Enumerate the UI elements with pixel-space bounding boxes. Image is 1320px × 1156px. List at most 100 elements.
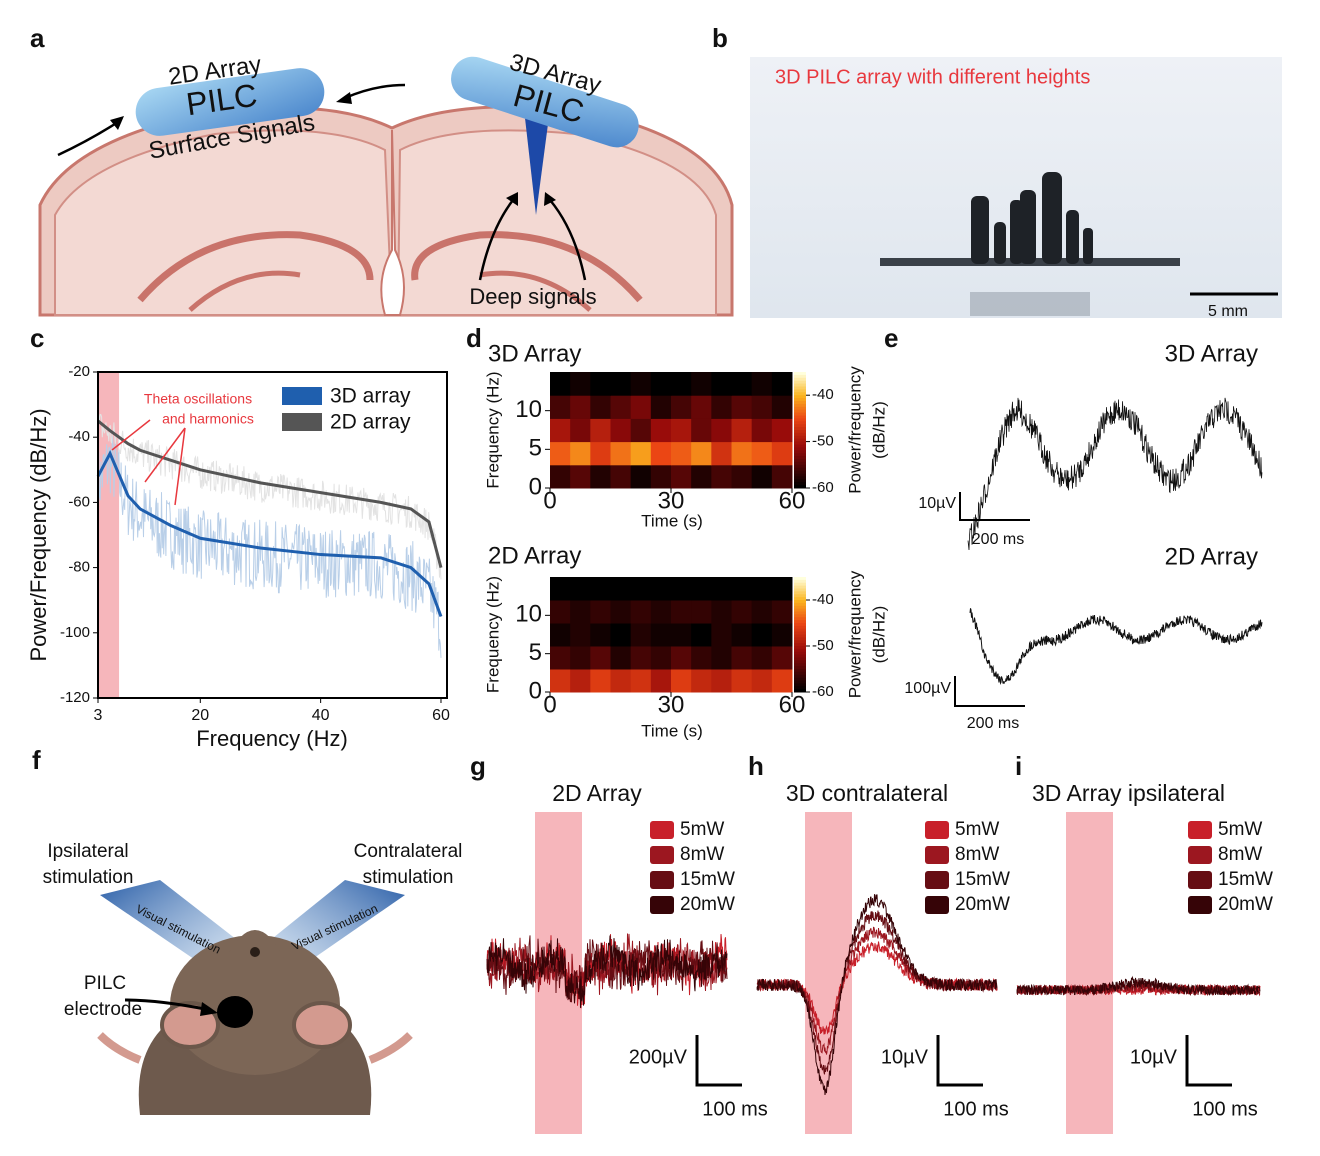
colorbar-step bbox=[794, 444, 806, 448]
heatmap-cell bbox=[650, 372, 672, 396]
colorbar-step bbox=[794, 398, 806, 402]
colorbar-step bbox=[794, 608, 806, 612]
scale-label: 100µV bbox=[904, 680, 951, 697]
heatmap-cell bbox=[610, 600, 632, 624]
y-tick-label: 10 bbox=[515, 601, 542, 628]
panel-label: d bbox=[466, 323, 482, 353]
colorbar-step bbox=[794, 594, 806, 598]
heatmap-cell bbox=[711, 441, 732, 466]
heatmap-cell bbox=[711, 646, 732, 670]
legend-swatch bbox=[282, 387, 322, 405]
plot-frame bbox=[97, 371, 448, 699]
scale-label: 100 ms bbox=[702, 1098, 768, 1120]
colorbar-step bbox=[794, 611, 806, 615]
legend-label: 5mW bbox=[1218, 819, 1262, 840]
heatmap-cell bbox=[590, 464, 611, 489]
colorbar-step bbox=[794, 461, 806, 466]
scale-label: 10µV bbox=[918, 495, 956, 512]
annotation-arrow bbox=[144, 427, 186, 483]
colorbar-step bbox=[794, 441, 806, 445]
heatmap-cell bbox=[771, 395, 793, 419]
heatmap-cell bbox=[751, 646, 773, 670]
heatmap-cell bbox=[550, 623, 571, 647]
heatmap-cell bbox=[691, 600, 712, 624]
colorbar-step bbox=[794, 427, 806, 431]
heatmap-cell bbox=[771, 623, 793, 647]
trace bbox=[969, 608, 1263, 686]
heatmap-cell bbox=[630, 464, 652, 489]
colorbar-step bbox=[794, 623, 806, 627]
colorbar-step bbox=[794, 377, 806, 382]
colorbar-tick-label: -50 bbox=[812, 433, 834, 450]
heatmap-cell bbox=[731, 418, 753, 443]
colorbar-tick-label: -40 bbox=[812, 591, 834, 608]
y-tick-label: 0 bbox=[529, 677, 542, 704]
heatmap-cell bbox=[771, 372, 793, 396]
colorbar-step bbox=[794, 372, 806, 376]
heatmap-cell bbox=[590, 600, 611, 624]
scale-bar bbox=[1185, 1035, 1232, 1087]
colorbar-step bbox=[794, 660, 806, 664]
y-tick-label: 5 bbox=[529, 435, 542, 462]
colorbar-step bbox=[794, 435, 806, 440]
heatmap-cell bbox=[771, 600, 793, 624]
trace-title: 2D Array bbox=[1165, 543, 1258, 570]
panel-title: 2D Array bbox=[552, 780, 642, 806]
heatmap-cell bbox=[691, 464, 712, 489]
colorbar-step bbox=[794, 588, 806, 592]
heatmap-cell bbox=[630, 646, 652, 670]
heatmap-cell bbox=[751, 441, 773, 466]
colorbar-step bbox=[794, 438, 806, 443]
colorbar-step bbox=[794, 482, 806, 486]
colorbar-step bbox=[794, 485, 806, 489]
scale-label: 100 ms bbox=[943, 1098, 1009, 1120]
heatmap-cell bbox=[711, 669, 732, 693]
colorbar-step bbox=[794, 430, 806, 434]
heatmap-cell bbox=[751, 577, 773, 601]
colorbar-step bbox=[794, 421, 806, 425]
heatmap-cell bbox=[711, 577, 732, 601]
heatmap-cell bbox=[711, 372, 732, 396]
legend-swatch bbox=[925, 821, 949, 839]
heatmap-cell bbox=[590, 372, 611, 396]
heatmap-cell bbox=[590, 418, 611, 443]
panel-label: a bbox=[30, 23, 45, 53]
heatmap-cell bbox=[751, 418, 773, 443]
heatmap-cell bbox=[550, 441, 571, 466]
scale-bar bbox=[954, 676, 1025, 707]
colorbar-step bbox=[794, 479, 806, 483]
legend-swatch bbox=[282, 413, 322, 431]
panel-label: i bbox=[1015, 751, 1022, 781]
trace bbox=[1016, 975, 1261, 996]
colorbar-step bbox=[794, 640, 806, 644]
heatmap-cell bbox=[691, 418, 712, 443]
heatmap-cell bbox=[610, 577, 632, 601]
x-axis-label: Time (s) bbox=[641, 721, 703, 740]
x-tick-label: 3 bbox=[94, 707, 103, 724]
heatmap-cell bbox=[671, 441, 692, 466]
heatmap-cell bbox=[590, 646, 611, 670]
brain-illustration bbox=[38, 56, 734, 317]
heatmap-cell bbox=[650, 577, 672, 601]
x-tick-label: 20 bbox=[191, 707, 209, 724]
colorbar-label: Power/frequency bbox=[845, 366, 864, 494]
scale-label: 200 ms bbox=[972, 531, 1024, 548]
colorbar-step bbox=[794, 669, 806, 673]
heatmap-cell bbox=[671, 464, 692, 489]
colorbar-step bbox=[794, 597, 806, 601]
y-tick-label: 0 bbox=[529, 473, 542, 500]
label: stimulation bbox=[43, 867, 134, 888]
y-tick-label: 10 bbox=[515, 396, 542, 423]
scale-bar bbox=[959, 492, 1030, 521]
heatmap-cell bbox=[550, 395, 571, 419]
label: 5 mm bbox=[1208, 303, 1248, 320]
colorbar-step bbox=[794, 389, 806, 393]
heatmap-cell bbox=[671, 600, 692, 624]
annotation: Theta oscillations bbox=[144, 391, 252, 407]
colorbar-step bbox=[794, 666, 806, 670]
heatmap-cell bbox=[650, 600, 672, 624]
colorbar-step bbox=[794, 424, 806, 428]
trace bbox=[967, 397, 1263, 551]
heatmap-cell bbox=[550, 464, 571, 489]
